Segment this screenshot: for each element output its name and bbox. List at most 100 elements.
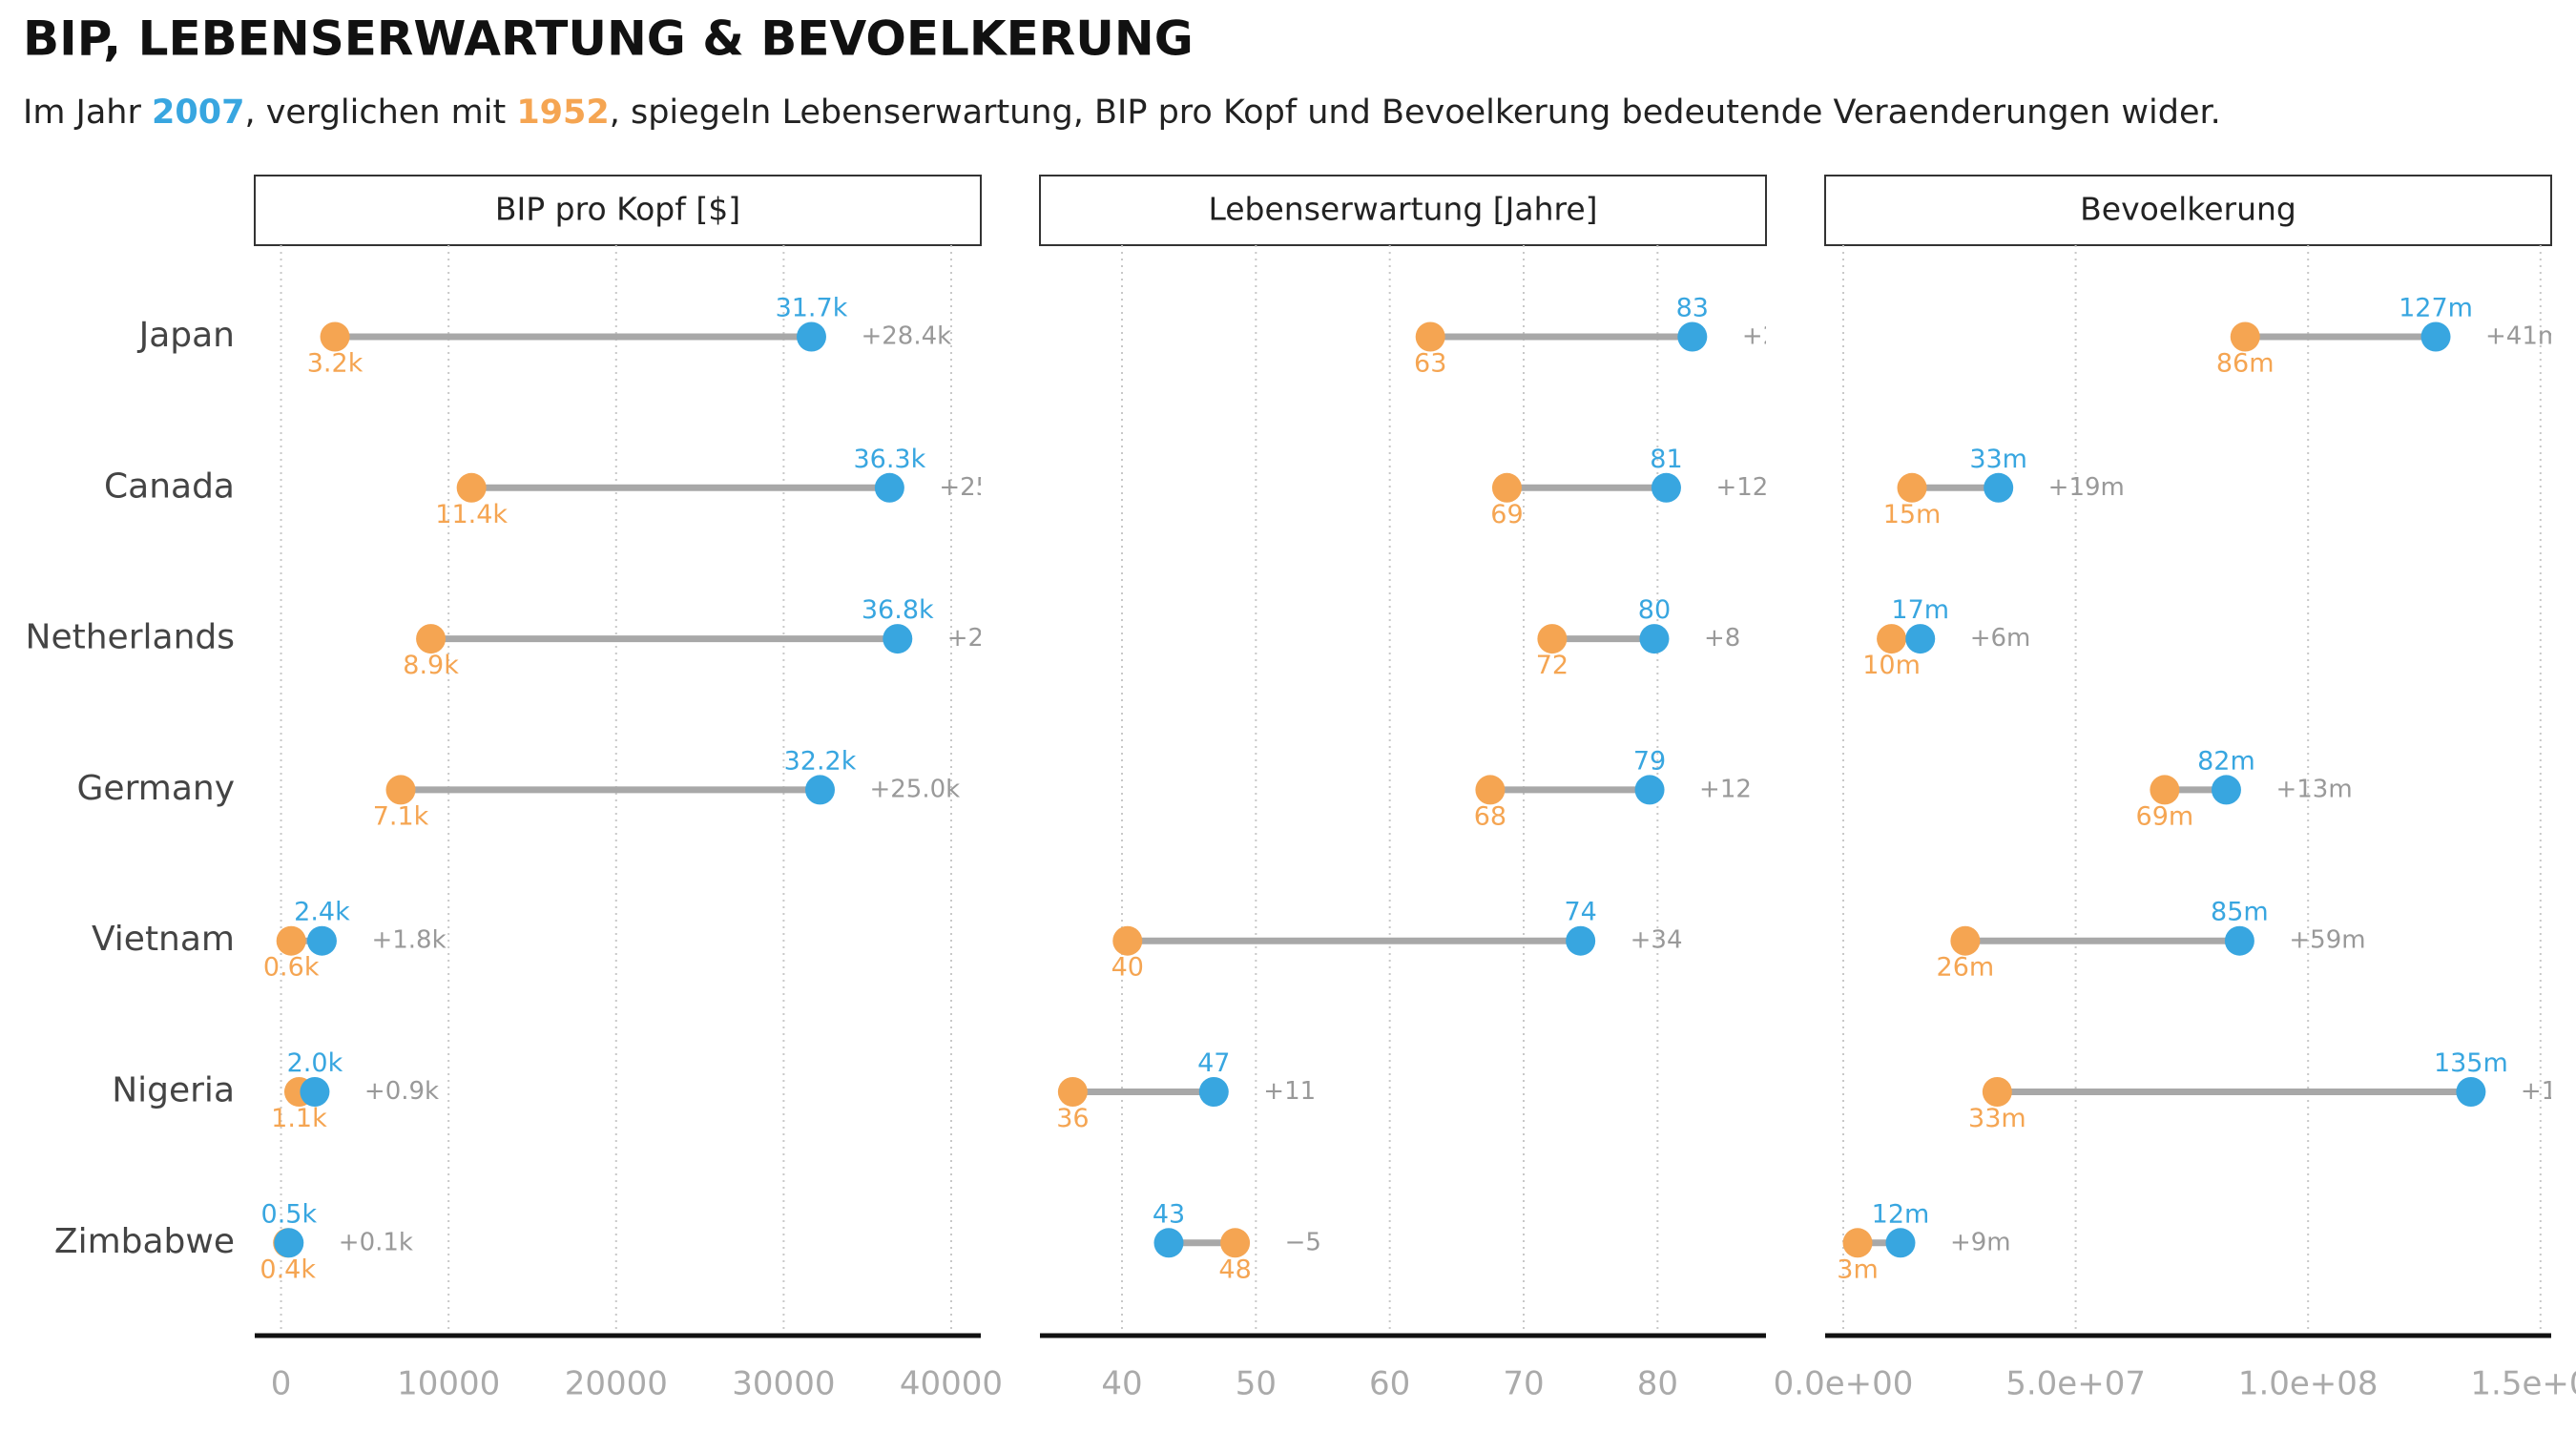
diff-label: +11: [1263, 1077, 1316, 1106]
value-label-2007: 43: [1153, 1199, 1185, 1229]
value-label-1952: 36: [1056, 1104, 1089, 1133]
value-label-2007: 135m: [2434, 1048, 2508, 1078]
dot-1952: [1537, 624, 1568, 654]
value-label-2007: 74: [1564, 898, 1596, 927]
category-label: Canada: [104, 467, 235, 506]
x-tick-label: 20000: [565, 1365, 668, 1403]
subtitle-part: Im Jahr: [23, 93, 152, 132]
value-label-2007: 0.5k: [261, 1199, 318, 1229]
x-tick-label: 40: [1101, 1365, 1142, 1403]
value-label-2007: 83: [1676, 294, 1709, 323]
value-label-2007: 81: [1650, 445, 1682, 474]
dot-1952: [2230, 321, 2260, 352]
diff-label: +8: [1704, 624, 1740, 653]
value-label-2007: 2.4k: [294, 898, 350, 927]
diff-label: +25.0k: [939, 473, 1029, 502]
dot-2007: [2456, 1077, 2486, 1107]
diff-label: +9m: [1950, 1228, 2011, 1256]
value-label-2007: 85m: [2211, 898, 2269, 927]
value-label-2007: 80: [1638, 595, 1671, 625]
diff-label: +41m: [2485, 322, 2562, 351]
value-label-2007: 31.7k: [776, 294, 848, 323]
x-tick-label: 1.0e+08: [2238, 1365, 2379, 1403]
x-tick-label: 0.0e+00: [1774, 1365, 1914, 1403]
panel-marks: 63 83 +20 69 81 +12 72 80 +8 68 79 +12 40 74 +34 36 47 +1…: [1056, 294, 1766, 1285]
dot-2007: [2224, 925, 2254, 956]
dot-2007: [1566, 925, 1596, 956]
dot-2007: [1198, 1077, 1229, 1107]
x-tick-label: 50: [1236, 1365, 1277, 1403]
subtitle-part: , spiegeln Lebenserwartung, BIP pro Kopf…: [610, 93, 2221, 132]
dot-2007: [874, 472, 904, 503]
x-tick-label: 10000: [397, 1365, 500, 1403]
diff-label: +13m: [2275, 775, 2352, 803]
category-label: Japan: [137, 316, 235, 355]
diff-label: +0.1k: [339, 1228, 413, 1256]
dot-1952: [385, 775, 416, 805]
dot-1952: [1491, 472, 1522, 503]
subtitle-part: , verglichen mit: [244, 93, 516, 132]
value-label-1952: 8.9k: [403, 651, 459, 680]
subtitle-year: 1952: [516, 93, 609, 132]
dot-1952: [1950, 925, 1981, 956]
dot-1952: [1475, 775, 1506, 805]
value-label-2007: 79: [1633, 746, 1666, 776]
diff-label: +12: [1699, 775, 1752, 803]
value-label-2007: 47: [1197, 1048, 1230, 1078]
dot-2007: [883, 624, 913, 654]
value-label-1952: 40: [1111, 953, 1144, 983]
panel-strip: [254, 175, 982, 246]
diff-label: +102m: [2521, 1077, 2576, 1106]
dot-1952: [1415, 321, 1445, 352]
value-label-2007: 36.8k: [862, 595, 934, 625]
value-label-2007: 17m: [1891, 595, 1949, 625]
dot-2007: [1677, 321, 1708, 352]
value-label-1952: 10m: [1862, 651, 1921, 680]
category-label: Vietnam: [92, 920, 235, 959]
value-label-2007: 12m: [1872, 1199, 1930, 1229]
chart-title: BIP, LEBENSERWARTUNG & BEVOELKERUNG: [23, 11, 1194, 67]
x-tick-label: 80: [1637, 1365, 1678, 1403]
value-label-1952: 69: [1490, 500, 1523, 529]
dot-2007: [796, 321, 826, 352]
category-label: Nigeria: [112, 1071, 235, 1110]
value-label-2007: 82m: [2197, 746, 2255, 776]
dot-1952: [1220, 1228, 1251, 1258]
value-label-2007: 32.2k: [784, 746, 857, 776]
value-label-1952: 7.1k: [373, 801, 429, 831]
dot-1952: [2150, 775, 2180, 805]
value-label-1952: 63: [1414, 349, 1446, 379]
dot-2007: [306, 925, 337, 956]
value-label-2007: 2.0k: [287, 1048, 343, 1078]
panel-marks: 3.2k 31.7k +28.4k 11.4k 36.3k +25.0k 8.9k 36.8k…: [260, 294, 1038, 1285]
value-label-2007: 127m: [2399, 294, 2473, 323]
diff-label: +19m: [2048, 473, 2125, 502]
category-label: Netherlands: [26, 618, 235, 657]
x-tick-label: 70: [1503, 1365, 1544, 1403]
panel-title: Bevoelkerung: [2080, 191, 2296, 228]
x-tick-label: 5.0e+07: [2005, 1365, 2146, 1403]
diff-label: +6m: [1970, 624, 2031, 653]
subtitle-year: 2007: [152, 93, 244, 132]
dot-2007: [804, 775, 835, 805]
chart-subtitle: Im Jahr 2007, verglichen mit 1952, spieg…: [23, 93, 2221, 132]
dot-2007: [274, 1228, 304, 1258]
value-label-1952: 48: [1218, 1255, 1251, 1284]
value-label-1952: 1.1k: [271, 1104, 327, 1133]
value-label-2007: 36.3k: [853, 445, 925, 474]
value-label-1952: 86m: [2216, 349, 2275, 379]
dot-1952: [456, 472, 487, 503]
dot-1952: [1112, 925, 1143, 956]
value-label-1952: 15m: [1883, 500, 1942, 529]
dot-2007: [1639, 624, 1670, 654]
dot-1952: [276, 925, 306, 956]
diff-label: +27.9k: [947, 624, 1038, 653]
dot-1952: [1897, 472, 1927, 503]
dot-2007: [1905, 624, 1936, 654]
diff-label: +25.0k: [869, 775, 960, 803]
dot-1952: [320, 321, 350, 352]
value-label-1952: 0.6k: [263, 953, 320, 983]
x-tick-label: 40000: [900, 1365, 1003, 1403]
